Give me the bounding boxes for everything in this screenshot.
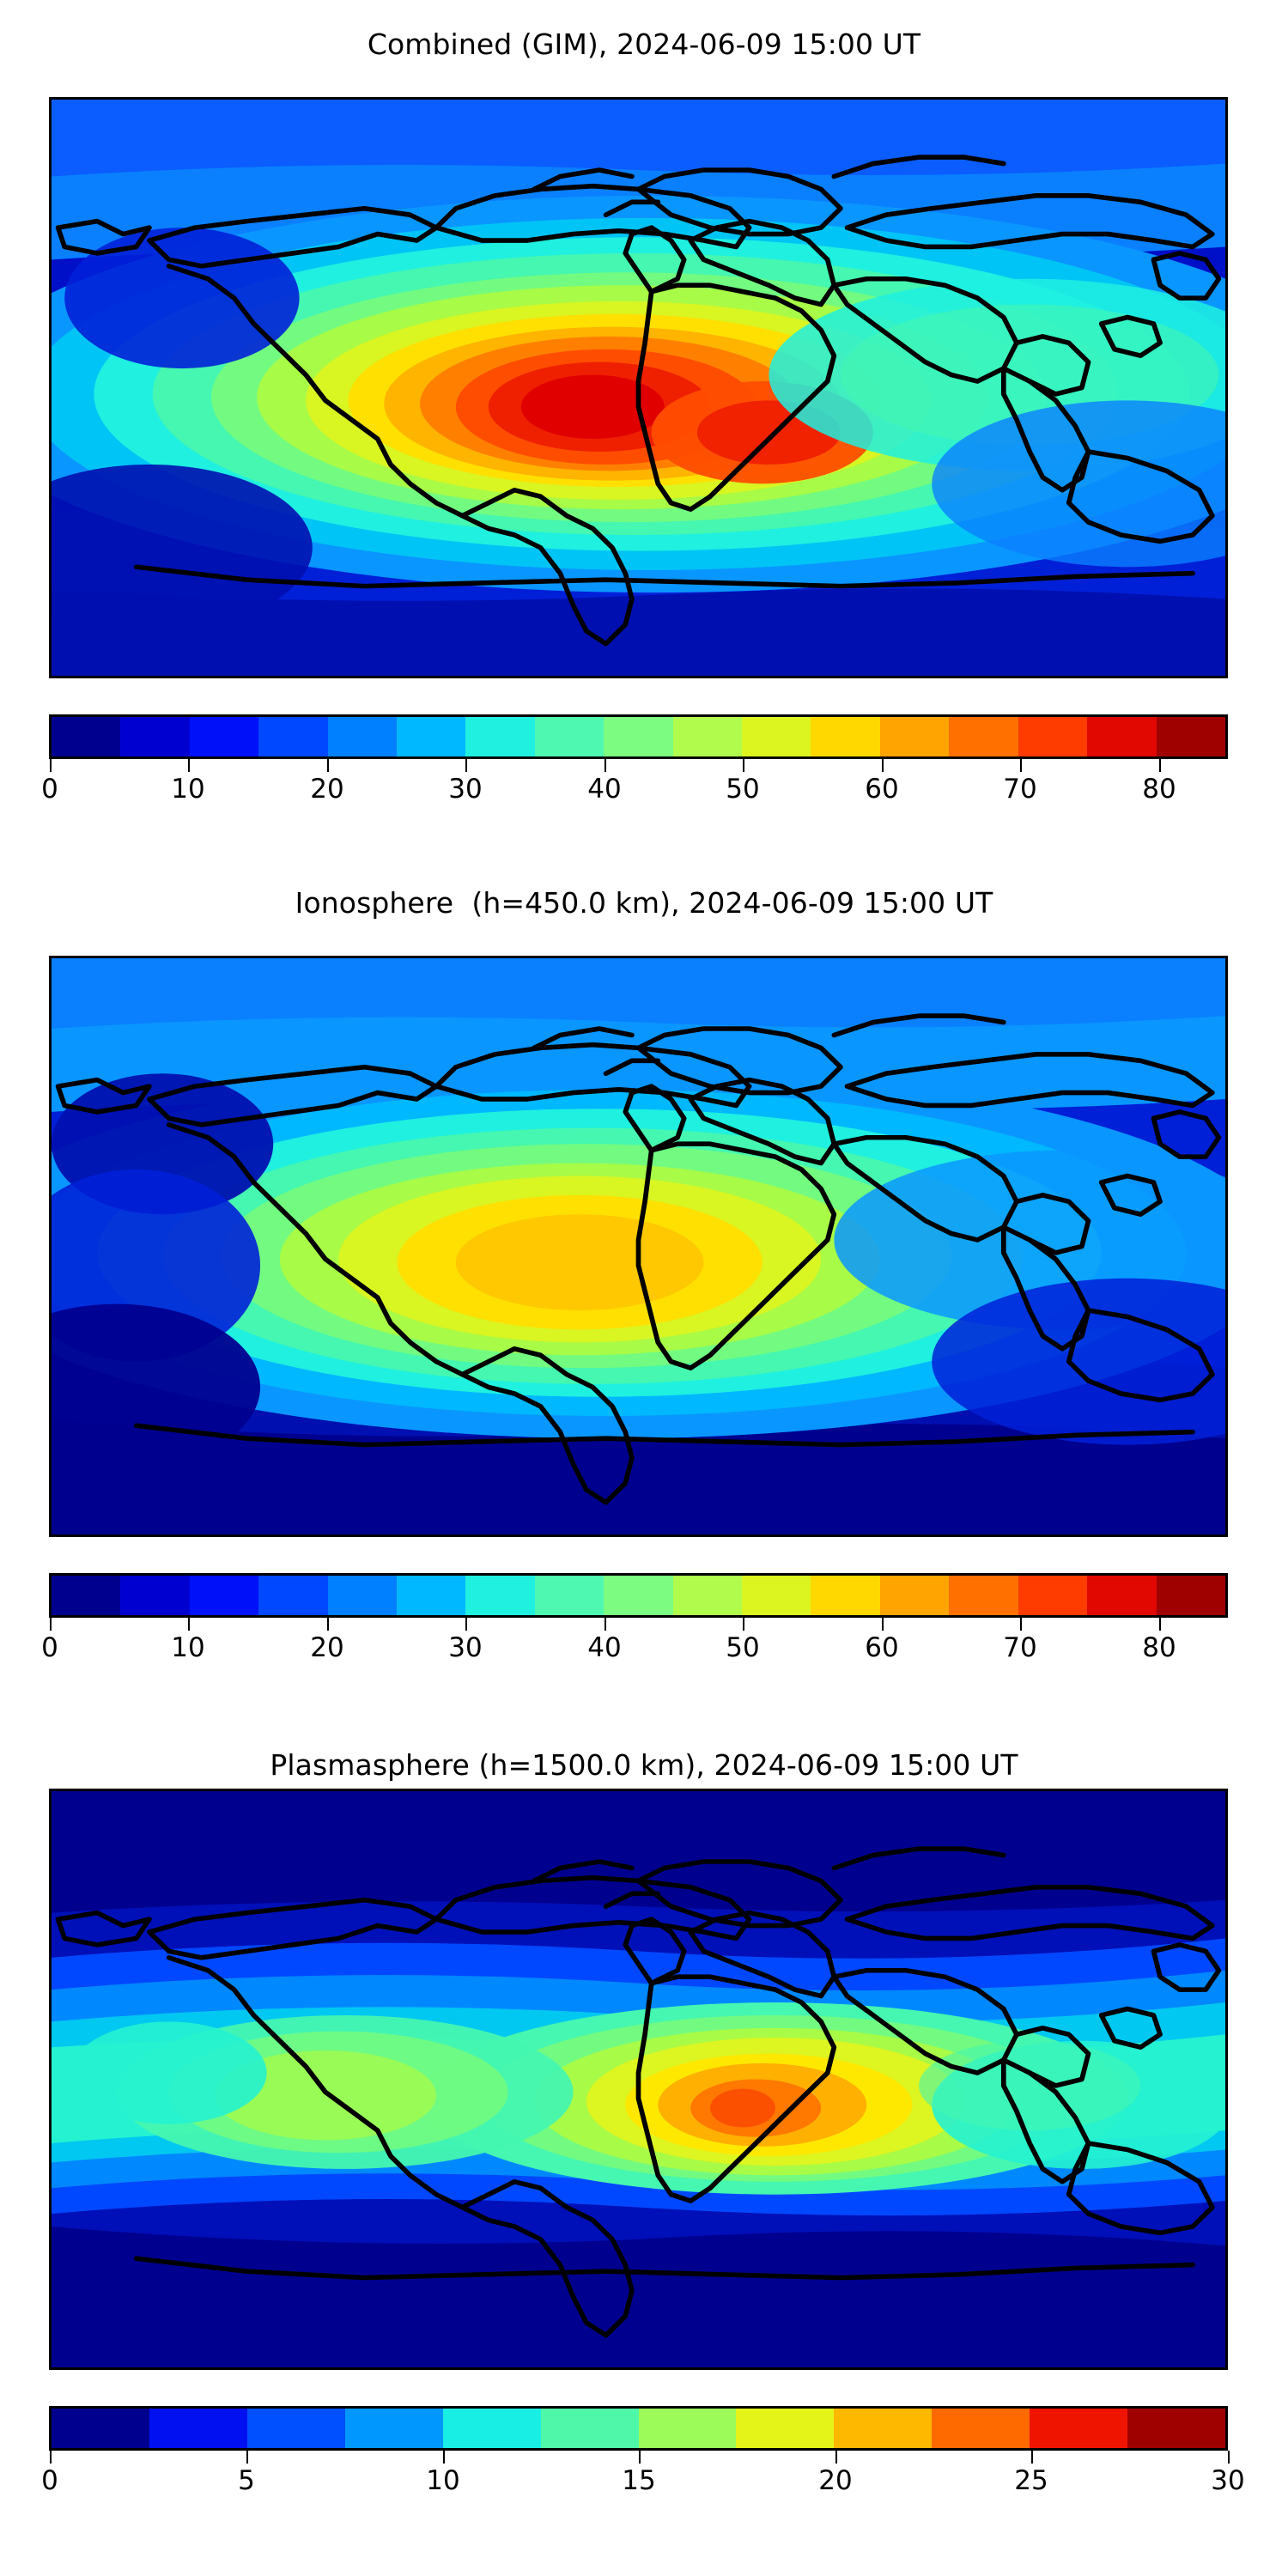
cb-tick-label: 80: [1142, 1632, 1176, 1663]
panel-title-combined-gim: Combined (GIM), 2024-06-09 15:00 UT: [367, 27, 921, 61]
colorbar-ticks-ionosphere: 0 10 20 30 40 50 60 70 80: [0, 1618, 1288, 1678]
cb-tick: [50, 759, 52, 772]
cb-tick: [605, 1618, 606, 1631]
cb-tick-label: 0: [41, 774, 58, 805]
cb-tick-label: 50: [726, 774, 760, 805]
cb-tick-label: 40: [587, 1632, 622, 1663]
cb-tick-label: 10: [426, 2465, 460, 2496]
cb-tick-label: 0: [41, 2465, 58, 2496]
cb-tick-label: 15: [622, 2465, 656, 2496]
cb-tick: [1159, 1618, 1161, 1631]
cb-tick-label: 70: [1003, 774, 1037, 805]
cb-tick: [1159, 759, 1161, 772]
colorbar-ticks-plasmasphere: 0 5 10 15 20 25 30: [0, 2451, 1288, 2511]
cb-tick: [1228, 2451, 1230, 2464]
cb-tick: [327, 1618, 329, 1631]
cb-tick-label: 20: [310, 774, 344, 805]
cb-tick-label: 40: [587, 774, 622, 805]
panel-title-ionosphere: Ionosphere (h=450.0 km), 2024-06-09 15:0…: [295, 886, 993, 920]
cb-tick: [1020, 1618, 1022, 1631]
cb-tick-label: 20: [818, 2465, 853, 2496]
panel-title-plasmasphere: Plasmasphere (h=1500.0 km), 2024-06-09 1…: [270, 1748, 1018, 1782]
map-axes-ionosphere: [49, 956, 1228, 1537]
cb-tick: [465, 1618, 467, 1631]
cb-tick: [639, 2451, 641, 2464]
colorbar-plasmasphere: [49, 2406, 1228, 2451]
cb-tick: [50, 1618, 52, 1631]
cb-tick: [605, 759, 606, 772]
colorbar-ticks-combined-gim: 0 10 20 30 40 50 60 70 80: [0, 759, 1288, 819]
cb-tick: [1020, 759, 1022, 772]
cb-tick: [743, 1618, 744, 1631]
cb-tick: [443, 2451, 445, 2464]
cb-tick: [1031, 2451, 1033, 2464]
cb-tick-label: 60: [865, 774, 899, 805]
cb-tick: [835, 2451, 837, 2464]
cb-tick: [882, 1618, 884, 1631]
cb-tick: [743, 759, 744, 772]
cb-tick: [50, 2451, 52, 2464]
cb-tick: [465, 759, 467, 772]
cb-tick-label: 70: [1003, 1632, 1037, 1663]
cb-tick-label: 20: [310, 1632, 344, 1663]
cb-tick-label: 25: [1014, 2465, 1048, 2496]
colorbar-ionosphere: [49, 1573, 1228, 1618]
cb-tick: [246, 2451, 248, 2464]
colorbar-combined-gim: [49, 714, 1228, 759]
map-axes-combined-gim: [49, 97, 1228, 678]
cb-tick-label: 50: [726, 1632, 760, 1663]
cb-tick-label: 60: [865, 1632, 899, 1663]
cb-tick-label: 80: [1142, 774, 1176, 805]
cb-tick-label: 5: [238, 2465, 255, 2496]
cb-tick: [188, 759, 190, 772]
cb-tick-label: 0: [41, 1632, 58, 1663]
cb-tick-label: 10: [171, 774, 205, 805]
cb-tick-label: 30: [448, 774, 483, 805]
cb-tick: [327, 759, 329, 772]
map-canvas-plasmasphere: [52, 1791, 1225, 2367]
cb-tick-label: 10: [171, 1632, 205, 1663]
map-canvas-combined-gim: [52, 100, 1225, 676]
cb-tick-label: 30: [1211, 2465, 1245, 2496]
cb-tick-label: 30: [448, 1632, 483, 1663]
map-axes-plasmasphere: [49, 1789, 1228, 2370]
cb-tick: [188, 1618, 190, 1631]
cb-tick: [882, 759, 884, 772]
map-canvas-ionosphere: [52, 958, 1225, 1534]
